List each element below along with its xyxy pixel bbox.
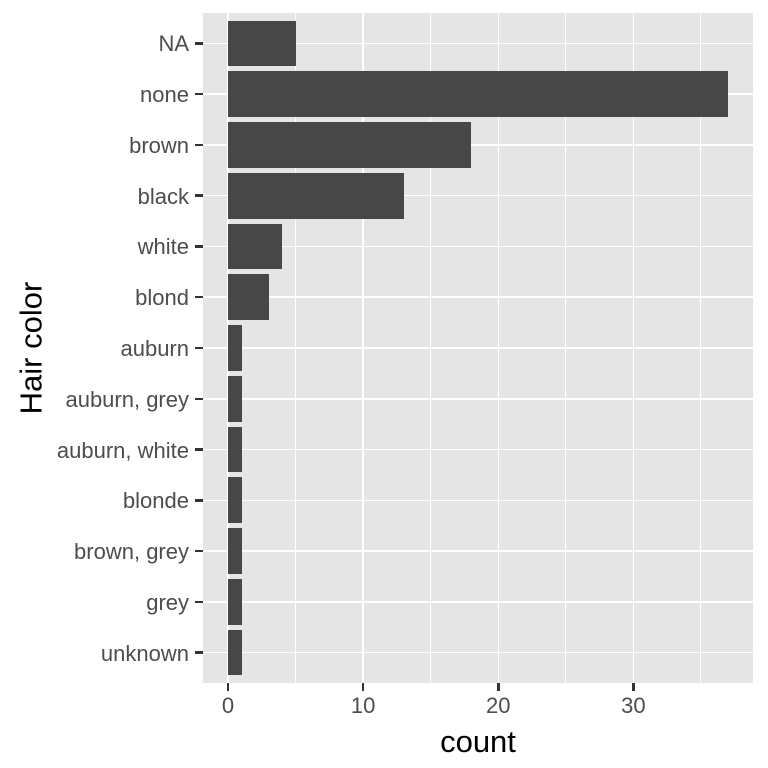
gridline-major-y [203, 398, 753, 400]
bar-na [228, 20, 296, 67]
y-tick-label: grey [146, 589, 189, 615]
bar-auburn [228, 325, 242, 371]
bar-brown-grey [228, 528, 242, 574]
bar-none [228, 71, 728, 118]
y-tick-mark [195, 397, 203, 400]
y-tick-mark [195, 651, 203, 654]
y-tick-mark [195, 448, 203, 451]
gridline-major-y [203, 347, 753, 349]
plot-panel [203, 13, 753, 683]
gridline-major-y [203, 245, 753, 248]
bar-unknown [228, 629, 242, 676]
x-tick-mark [632, 683, 635, 691]
y-tick-label: blonde [122, 488, 189, 514]
gridline-major-y [203, 550, 753, 552]
y-tick-mark [195, 92, 203, 96]
gridline-major-y [203, 144, 753, 146]
bar-blond [228, 274, 269, 321]
y-tick-label: blond [135, 285, 189, 311]
y-tick-label: auburn, white [56, 437, 189, 463]
y-tick-mark [195, 499, 203, 502]
y-tick-label: none [140, 82, 189, 108]
y-tick-label: NA [158, 31, 189, 57]
y-tick-mark [195, 194, 203, 197]
y-axis-title: Hair color [13, 281, 49, 415]
y-tick-label: brown, grey [74, 539, 189, 565]
gridline-major-y [203, 194, 753, 197]
y-tick-label: auburn [120, 336, 189, 361]
x-tick-mark [361, 683, 365, 691]
x-tick-label: 10 [350, 693, 376, 718]
bar-auburn-grey [228, 375, 242, 422]
bar-grey [228, 578, 242, 625]
y-tick-label: black [137, 183, 189, 209]
y-tick-mark [195, 600, 203, 604]
gridline-major-y [203, 601, 753, 603]
y-tick-mark [195, 245, 203, 248]
bar-white [228, 223, 283, 270]
y-tick-mark [195, 295, 203, 299]
y-tick-label: unknown [100, 640, 189, 666]
bar-brown [228, 122, 472, 168]
gridline-major-y [203, 499, 753, 502]
gridline-major-y [203, 296, 753, 298]
gridline-major-y [203, 42, 753, 45]
x-tick-mark [226, 683, 230, 691]
y-tick-mark [195, 42, 203, 45]
y-tick-label: auburn, grey [65, 386, 189, 412]
x-tick-mark [497, 683, 500, 691]
y-tick-mark [195, 549, 203, 553]
y-tick-mark [195, 346, 203, 350]
y-tick-label: brown [129, 132, 189, 158]
x-tick-label: 20 [486, 693, 511, 718]
bar-black [228, 172, 404, 219]
x-tick-label: 30 [621, 693, 646, 718]
y-tick-label: white [137, 234, 189, 260]
bar-blonde [228, 477, 242, 524]
y-tick-mark [195, 143, 203, 147]
gridline-major-y [203, 448, 753, 451]
bar-auburn-white [228, 426, 242, 473]
gridline-major-y [203, 651, 753, 654]
x-tick-label: 0 [221, 693, 235, 718]
x-axis-title: count [440, 724, 516, 759]
